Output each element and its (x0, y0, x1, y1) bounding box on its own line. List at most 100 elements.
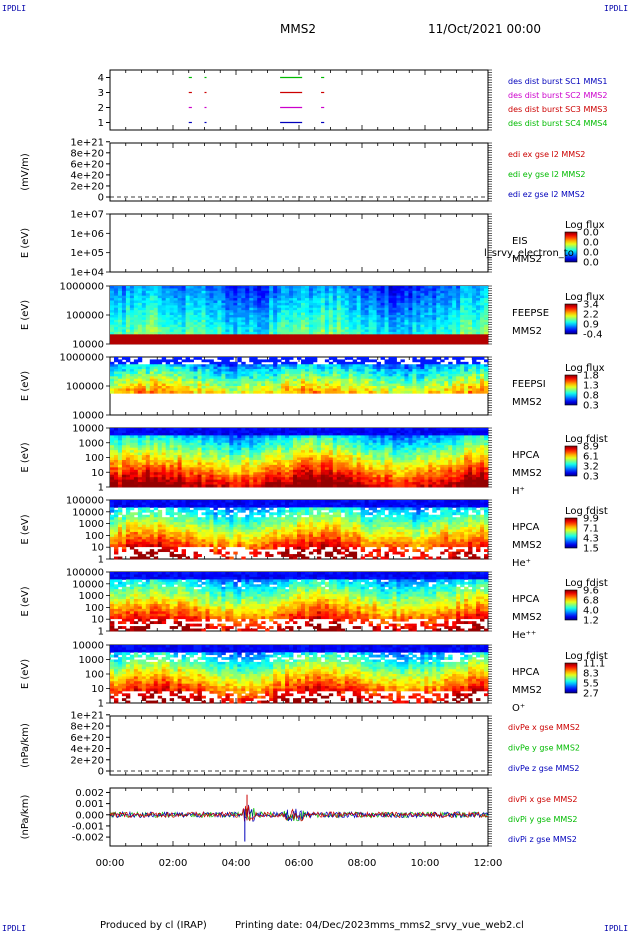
heatmap-cell (420, 388, 425, 392)
heatmap-cell (440, 378, 445, 382)
heatmap-cell (372, 366, 377, 370)
heatmap-cell (432, 381, 437, 384)
heatmap-cell (380, 288, 385, 292)
heatmap-cell (304, 357, 310, 360)
heatmap-cell (157, 482, 163, 485)
heatmap-cell (368, 317, 374, 321)
heatmap-cell (169, 462, 175, 466)
heatmap-cell (420, 371, 425, 375)
heatmap-cell (300, 336, 306, 340)
heatmap-cell (273, 327, 278, 330)
heatmap-cell (169, 290, 175, 294)
heatmap-cell (213, 334, 218, 338)
heatmap-cell (396, 341, 401, 345)
heatmap-cell (408, 310, 413, 313)
heatmap-cell (320, 371, 326, 375)
heatmap-cell (141, 447, 147, 451)
heatmap-cell (404, 288, 409, 292)
heatmap-cell (237, 474, 242, 478)
heatmap-cell (404, 295, 409, 299)
heatmap-cell (225, 388, 230, 392)
heatmap-cell (133, 450, 139, 453)
heatmap-cell (229, 300, 234, 304)
heatmap-cell (257, 327, 262, 330)
heatmap-cell (257, 371, 262, 375)
heatmap-cell (201, 302, 206, 306)
heatmap-cell (177, 324, 183, 328)
heatmap-cell (440, 327, 445, 330)
heatmap-cell (137, 312, 143, 316)
heatmap-cell (289, 310, 294, 313)
heatmap-cell (384, 302, 389, 306)
heatmap-cell (308, 366, 314, 370)
heatmap-cell (169, 302, 175, 306)
heatmap-cell (360, 305, 366, 309)
heatmap-cell (249, 467, 254, 471)
heatmap-cell (352, 388, 358, 392)
heatmap-cell (225, 286, 230, 289)
heatmap-cell (161, 445, 167, 449)
panel-frame (109, 213, 489, 273)
heatmap-cell (165, 373, 171, 377)
heatmap-cell (149, 474, 155, 478)
heatmap-cell (165, 317, 171, 321)
heatmap-cell (300, 298, 306, 301)
heatmap-cell (193, 450, 198, 453)
heatmap-cell (273, 369, 278, 372)
heatmap-cell (217, 445, 222, 449)
heatmap-cell (149, 437, 155, 441)
heatmap-cell (201, 383, 206, 387)
heatmap-cell (416, 319, 421, 323)
heatmap-cell (189, 388, 194, 392)
heatmap-cell (253, 359, 258, 363)
heatmap-cell (110, 482, 115, 485)
heatmap-cell (300, 390, 306, 394)
heatmap-cell (189, 435, 194, 439)
heatmap-cell (249, 450, 254, 453)
heatmap-cell (185, 359, 190, 363)
heatmap-cell (368, 300, 374, 304)
heatmap-cell (129, 450, 135, 453)
heatmap-cell (225, 381, 230, 384)
heatmap-cell (304, 336, 310, 340)
heatmap-cell (416, 322, 421, 326)
heatmap-cell (125, 322, 131, 326)
heatmap-cell (464, 307, 469, 311)
heatmap-cell (229, 482, 234, 485)
heatmap-cell (408, 290, 413, 294)
heatmap-cell (297, 364, 302, 368)
heatmap-cell (336, 339, 342, 342)
heatmap-cell (177, 484, 183, 488)
heatmap-cell (368, 312, 374, 316)
heatmap-cell (245, 319, 250, 323)
heatmap-cell (472, 329, 477, 333)
heatmap-cell (197, 388, 202, 392)
heatmap-cell (456, 376, 461, 380)
heatmap-cell (400, 371, 405, 375)
heatmap-cell (110, 474, 115, 478)
heatmap-cell (376, 288, 381, 292)
heatmap-cell (412, 327, 417, 330)
heatmap-cell (388, 383, 393, 387)
heatmap-cell (324, 369, 330, 372)
heatmap-cell (420, 383, 425, 387)
heatmap-cell (193, 371, 198, 375)
heatmap-cell (225, 437, 230, 441)
heatmap-cell (197, 339, 202, 342)
heatmap-cell (193, 474, 198, 478)
heatmap-cell (289, 293, 294, 297)
heatmap-cell (484, 290, 489, 294)
heatmap-cell (253, 366, 258, 370)
heatmap-cell (265, 359, 270, 363)
heatmap-cell (392, 327, 397, 330)
heatmap-cell (121, 312, 127, 316)
heatmap-cell (424, 286, 429, 289)
heatmap-cell (113, 445, 119, 449)
heatmap-cell (289, 383, 294, 387)
heatmap-cell (110, 373, 115, 377)
heatmap-cell (372, 315, 377, 318)
heatmap-cell (444, 307, 449, 311)
heatmap-cell (121, 464, 127, 468)
heatmap-cell (169, 307, 175, 311)
heatmap-cell (484, 381, 489, 384)
